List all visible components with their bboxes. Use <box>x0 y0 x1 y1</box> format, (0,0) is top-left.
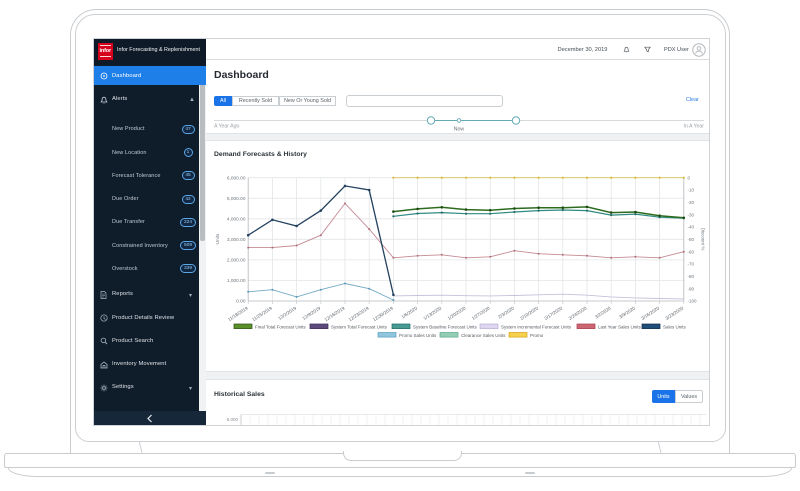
svg-text:1/13/2020: 1/13/2020 <box>422 305 442 321</box>
svg-text:12/9/2019: 12/9/2019 <box>301 305 321 321</box>
svg-text:11/18/2019: 11/18/2019 <box>227 305 249 322</box>
svg-text:Now: Now <box>454 126 465 132</box>
svg-text:4,000.00: 4,000.00 <box>227 217 246 223</box>
svg-text:System Incremental Forecast Un: System Incremental Forecast Units <box>501 325 572 330</box>
svg-text:1/27/2020: 1/27/2020 <box>471 305 491 321</box>
svg-text:Last Year Sales Units: Last Year Sales Units <box>598 325 642 330</box>
svg-text:System Baseline Forecast Units: System Baseline Forecast Units <box>413 325 478 330</box>
svg-text:Clearance Sales Units: Clearance Sales Units <box>461 333 506 338</box>
svg-text:2,000.00: 2,000.00 <box>227 258 246 264</box>
svg-text:1/20/2020: 1/20/2020 <box>447 305 467 321</box>
svg-text:Promo Sales Units: Promo Sales Units <box>399 333 437 338</box>
svg-text:In A Year: In A Year <box>684 123 705 129</box>
svg-text:12/23/2019: 12/23/2019 <box>348 305 370 322</box>
svg-text:11/25/2019: 11/25/2019 <box>251 305 273 322</box>
svg-text:6,000.00: 6,000.00 <box>227 175 246 181</box>
svg-text:2/24/2020: 2/24/2020 <box>568 305 588 321</box>
svg-text:1,000.00: 1,000.00 <box>227 278 246 284</box>
svg-text:System Total Forecast Units: System Total Forecast Units <box>331 325 388 330</box>
svg-text:12/16/2019: 12/16/2019 <box>324 305 346 322</box>
svg-text:-10: -10 <box>688 188 695 193</box>
svg-text:12/2/2019: 12/2/2019 <box>277 305 297 321</box>
svg-text:2/17/2020: 2/17/2020 <box>543 305 563 321</box>
svg-text:-100: -100 <box>688 299 698 304</box>
svg-text:3/9/2020: 3/9/2020 <box>618 305 636 319</box>
svg-text:-20: -20 <box>688 200 695 205</box>
svg-text:3/16/2020: 3/16/2020 <box>640 305 660 321</box>
svg-text:3,000.00: 3,000.00 <box>227 237 246 243</box>
svg-text:3/23/2020: 3/23/2020 <box>664 305 684 321</box>
svg-text:-30: -30 <box>688 212 695 217</box>
svg-text:Discount %: Discount % <box>701 228 706 251</box>
svg-text:3/2/2020: 3/2/2020 <box>594 305 612 319</box>
svg-text:-70: -70 <box>688 262 695 267</box>
svg-text:1/6/2020: 1/6/2020 <box>400 305 418 319</box>
svg-text:5,000.00: 5,000.00 <box>227 196 246 202</box>
svg-text:-90: -90 <box>688 286 695 291</box>
svg-text:6,000: 6,000 <box>227 417 239 422</box>
svg-text:Final Total Forecast Units: Final Total Forecast Units <box>255 325 306 330</box>
svg-text:-40: -40 <box>688 225 695 230</box>
svg-text:A Year Ago: A Year Ago <box>214 123 240 129</box>
svg-text:0.00: 0.00 <box>236 299 246 305</box>
svg-text:0: 0 <box>688 175 691 180</box>
svg-text:Units: Units <box>215 233 221 245</box>
svg-text:-50: -50 <box>688 237 695 242</box>
svg-text:2/3/2020: 2/3/2020 <box>497 305 515 319</box>
svg-text:Promo: Promo <box>530 333 544 338</box>
svg-text:-80: -80 <box>688 274 695 279</box>
svg-text:2/10/2020: 2/10/2020 <box>519 305 539 321</box>
svg-text:-60: -60 <box>688 249 695 254</box>
svg-text:12/30/2019: 12/30/2019 <box>372 305 394 322</box>
svg-text:Sales Units: Sales Units <box>663 325 687 330</box>
